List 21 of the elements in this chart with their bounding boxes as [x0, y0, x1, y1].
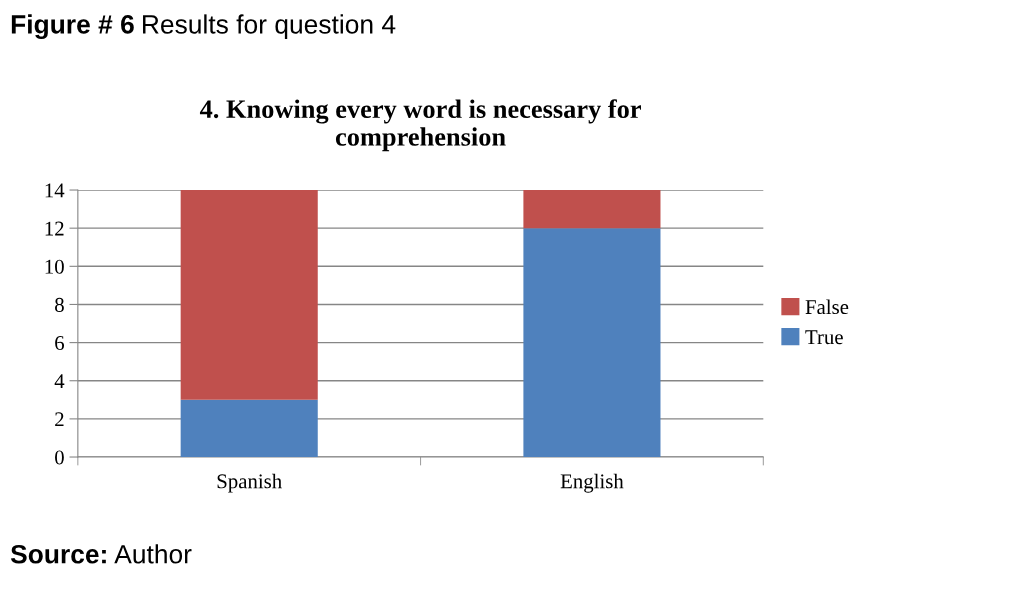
- text: Figure # 6: [11, 14, 134, 39]
- source-note: Source:: [10, 544, 106, 564]
- y-tick-label: 14: [45, 183, 65, 198]
- y-tick-label: 8: [55, 297, 64, 312]
- y-tick-label: 6: [55, 336, 65, 351]
- x-tick-label: English: [560, 473, 624, 493]
- text: Author: [114, 544, 192, 564]
- bar: [523, 228, 661, 458]
- legend-label: False: [805, 299, 849, 315]
- bar: [523, 190, 661, 229]
- chart-title: 4. Knowing every word is necessary for comprehension: [199, 99, 641, 152]
- y-tick-label: 12: [45, 221, 64, 236]
- bar: [180, 190, 318, 400]
- text: Results for question 4: [143, 14, 396, 39]
- y-tick-label: 0: [55, 450, 64, 465]
- y-tick-label: 4: [54, 374, 65, 388]
- bar: [180, 399, 318, 458]
- legend-label: True: [805, 330, 843, 345]
- x-tick-label: Spanish: [217, 473, 282, 493]
- y-tick-label: 2: [55, 412, 64, 427]
- y-tick-label: 10: [45, 259, 64, 274]
